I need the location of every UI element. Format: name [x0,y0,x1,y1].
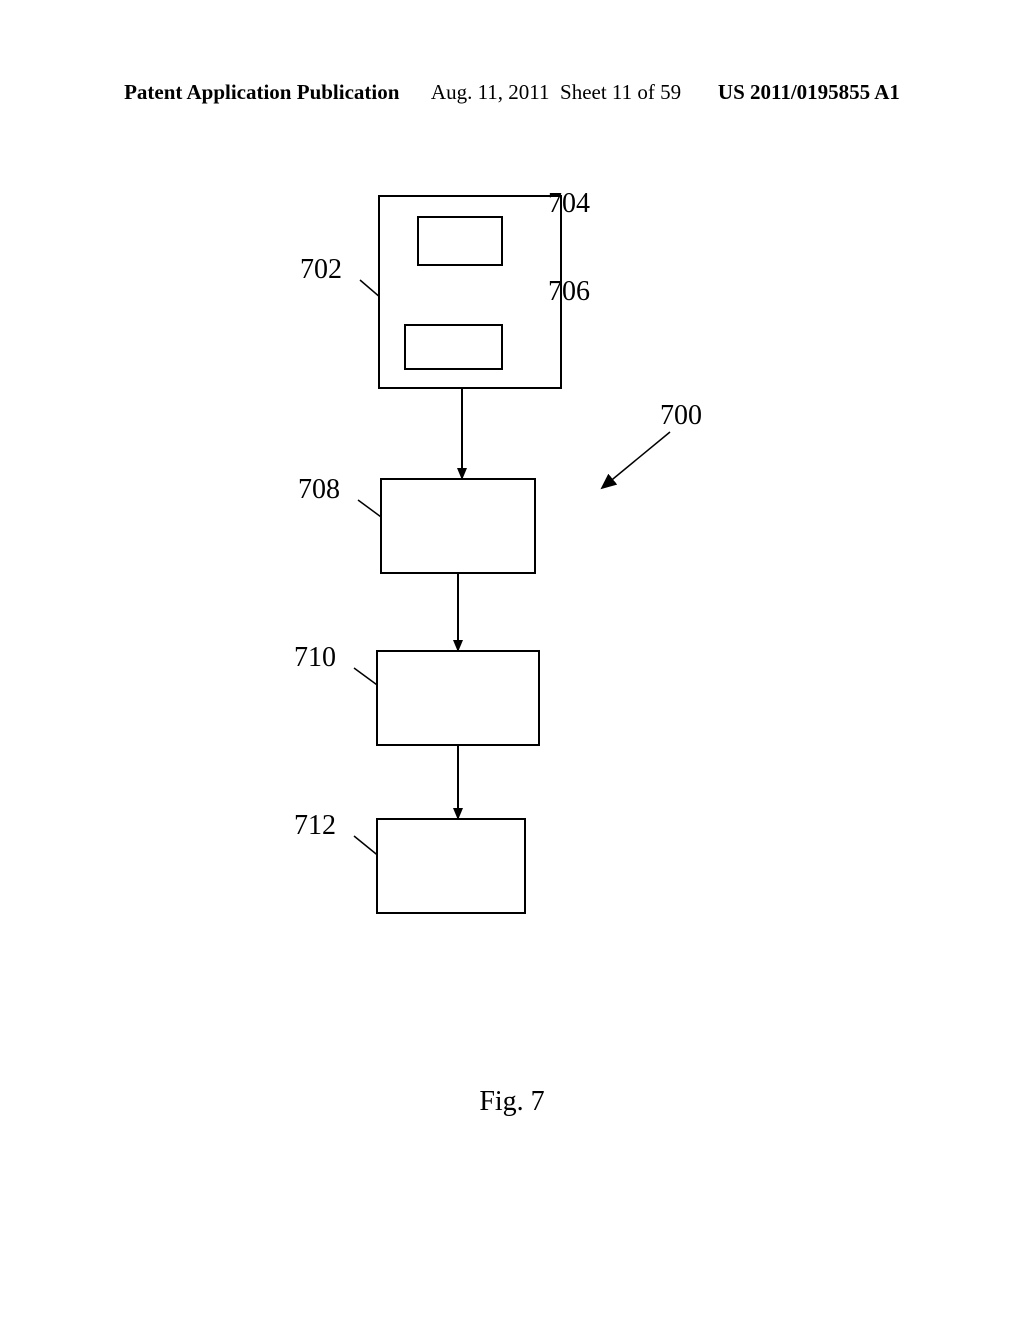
node-708 [380,478,536,574]
node-704 [417,216,503,266]
figure-caption: Fig. 7 [0,1086,1024,1118]
label-702: 702 [300,254,342,286]
label-706: 706 [548,276,590,308]
label-708: 708 [298,474,340,506]
label-704: 704 [548,188,590,220]
node-706 [404,324,503,370]
node-712 [376,818,526,914]
node-710 [376,650,540,746]
label-712: 712 [294,810,336,842]
label-710: 710 [294,642,336,674]
label-700: 700 [660,400,702,432]
